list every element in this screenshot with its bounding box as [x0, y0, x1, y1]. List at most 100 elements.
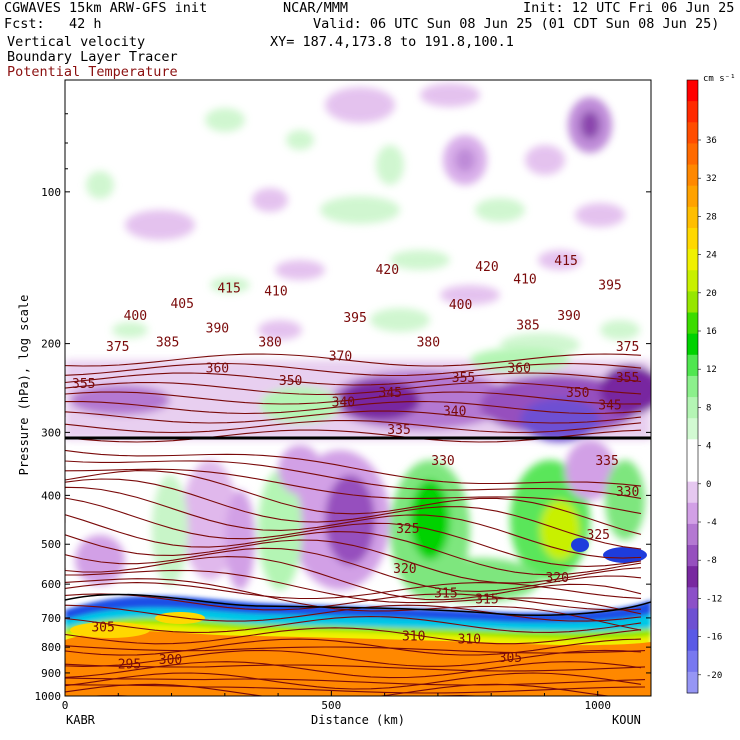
theta-label: 420	[475, 260, 498, 275]
theta-label: 310	[402, 630, 425, 645]
theta-label: 315	[434, 586, 457, 601]
theta-line-low	[65, 645, 646, 654]
colorbar-swatch	[687, 185, 698, 208]
theta-label: 385	[156, 336, 179, 351]
theta-line	[65, 486, 642, 559]
theta-line	[65, 615, 642, 633]
theta-label: 325	[396, 522, 419, 537]
theta-line	[85, 695, 484, 696]
theta-line	[65, 381, 642, 396]
colorbar-label: 8	[706, 403, 711, 413]
cross-section-coords: XY= 187.4,173.8 to 191.8,100.1	[270, 34, 514, 50]
theta-label: 350	[566, 386, 589, 401]
pbl-height-line	[65, 593, 651, 616]
colorbar-swatch	[687, 270, 698, 292]
theta-line	[65, 604, 642, 622]
theta-line	[65, 497, 642, 567]
field-pbl-tracer: Boundary Layer Tracer	[7, 49, 178, 65]
colorbar-unit: cm s⁻¹	[703, 74, 736, 84]
theta-label: 300	[159, 653, 182, 668]
x-tick-label: 1000	[584, 699, 611, 712]
colorbar-label: -20	[706, 671, 722, 681]
model-title: CGWAVES 15km ARW-GFS init	[4, 0, 208, 16]
theta-label: 330	[431, 454, 454, 469]
theta-line	[65, 582, 642, 600]
x-tick-label: 0	[62, 699, 69, 712]
colorbar-swatch	[687, 629, 698, 652]
init-time: Init: 12 UTC Fri 06 Jun 25	[523, 0, 735, 16]
theta-label: 345	[598, 399, 621, 414]
theta-line	[65, 534, 642, 584]
colorbar-swatch	[687, 143, 698, 166]
theta-label: 415	[217, 282, 240, 297]
theta-line	[65, 683, 613, 696]
y-tick-label: 100	[41, 186, 61, 199]
plot-frame	[64, 79, 652, 697]
y-tick-label: 600	[41, 578, 61, 591]
colorbar-swatch	[687, 122, 698, 144]
theta-label: 395	[343, 311, 366, 326]
theta-labels: 295 300 305 305 310 310 315 315 320 320 325 325 330 3…	[72, 254, 639, 672]
colorbar-swatch	[687, 249, 698, 271]
field-vertical-velocity: Vertical velocity	[7, 34, 146, 50]
theta-line	[65, 410, 642, 424]
theta-label: 350	[279, 374, 302, 389]
colorbar-swatch	[687, 227, 698, 250]
colorbar-label: 36	[706, 136, 717, 146]
theta-label: 375	[616, 340, 639, 355]
y-tick-label: 700	[41, 612, 61, 625]
theta-label: 400	[449, 298, 472, 313]
y-tick-label: 1000	[35, 690, 62, 703]
theta-label: 295	[118, 657, 141, 672]
theta-label: 390	[557, 309, 580, 324]
colorbar-swatch	[687, 333, 698, 356]
theta-label: 355	[72, 377, 95, 392]
theta-line	[65, 455, 642, 499]
theta-line	[65, 466, 642, 515]
theta-line	[65, 353, 642, 367]
colorbar-swatch	[687, 354, 698, 377]
theta-label: 360	[507, 362, 530, 377]
theta-label: 320	[546, 571, 569, 586]
colorbar-label: 0	[706, 480, 711, 490]
y-tick-label: 200	[41, 338, 61, 351]
theta-label: 360	[206, 362, 229, 377]
theta-label: 355	[616, 371, 639, 386]
colorbar-frame	[686, 79, 699, 694]
colorbar-label: -16	[706, 633, 722, 643]
colorbar-swatch	[687, 545, 698, 567]
theta-line	[65, 362, 642, 377]
theta-label: 320	[393, 562, 416, 577]
theta-line-low	[65, 663, 646, 672]
colorbar-swatch	[687, 439, 698, 461]
colorbar-swatch	[687, 418, 698, 440]
colorbar-swatch	[687, 587, 698, 609]
x-end-station: KOUN	[612, 713, 641, 727]
x-tick-label: 500	[321, 699, 341, 712]
theta-line	[65, 593, 642, 611]
theta-label: 405	[170, 297, 193, 312]
colorbar-label: 24	[706, 251, 717, 261]
theta-label: 390	[206, 322, 229, 337]
colorbar-swatch	[687, 80, 698, 102]
y-tick-label: 800	[41, 641, 61, 654]
colorbar-swatch	[687, 101, 698, 123]
theta-label: 340	[332, 395, 355, 410]
theta-line	[65, 478, 642, 550]
colorbar-swatch	[687, 566, 698, 588]
colorbar-label: 20	[706, 289, 717, 299]
theta-line	[65, 514, 642, 576]
theta-label: 375	[106, 340, 129, 355]
colorbar-swatch	[687, 502, 698, 525]
theta-label: 410	[264, 285, 287, 300]
theta-label: 355	[452, 371, 475, 386]
colorbar-swatch	[687, 375, 698, 398]
theta-label: 345	[379, 386, 402, 401]
colorbar-label: 32	[706, 174, 717, 184]
theta-label: 335	[595, 454, 618, 469]
colorbar-swatch	[687, 650, 698, 673]
colorbar-label: 28	[706, 212, 717, 222]
theta-label: 310	[458, 633, 481, 648]
theta-line	[65, 420, 642, 434]
